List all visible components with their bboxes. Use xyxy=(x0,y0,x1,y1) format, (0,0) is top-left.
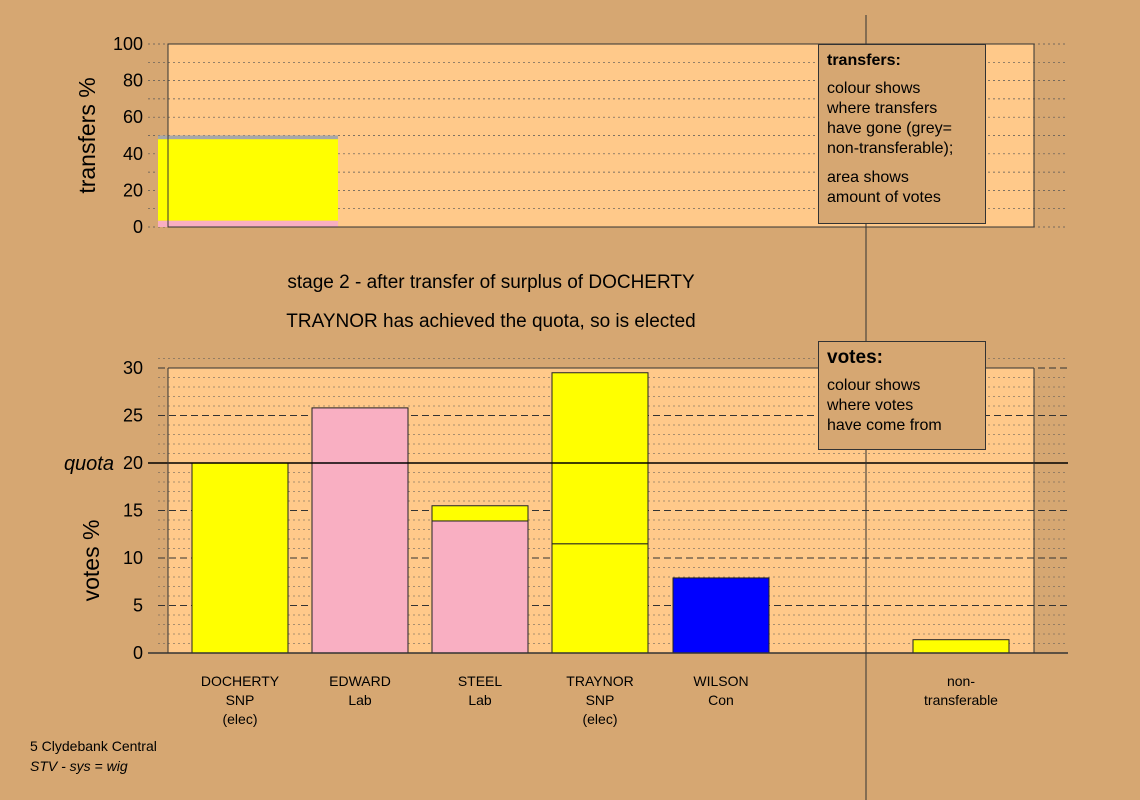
transfer-bar-segment xyxy=(158,135,338,140)
y-tick-label: 80 xyxy=(123,71,143,91)
category-label-line: (elec) xyxy=(222,711,258,727)
y-axis-label: votes % xyxy=(78,520,104,602)
y-tick-label: 40 xyxy=(123,144,143,164)
system-note: STV - sys = wig xyxy=(30,758,128,774)
plot-frame xyxy=(167,43,1035,228)
category-label: non-transferable xyxy=(901,672,1021,710)
category-label: WILSON Con xyxy=(661,672,781,710)
vote-bar-segment xyxy=(551,372,649,545)
transfers-legend-line: area shows xyxy=(827,169,909,186)
category-label-line: Lab xyxy=(468,692,492,708)
transfer-bar-segment xyxy=(158,220,338,227)
category-label-line: (elec) xyxy=(582,711,618,727)
y-tick-label: 20 xyxy=(123,453,143,473)
category-label-line: Con xyxy=(708,692,734,708)
category-label: EDWARD Lab xyxy=(300,672,420,710)
vote-bar-segment xyxy=(551,543,649,654)
category-label-line: non- xyxy=(946,673,976,689)
vote-bar-segment xyxy=(912,639,1010,654)
y-tick-label: 25 xyxy=(123,406,143,426)
vote-bar-segment xyxy=(672,577,770,654)
constituency-name: 5 Clydebank Central xyxy=(30,738,157,754)
votes-legend: votes: colour shows where votes have com… xyxy=(818,341,986,450)
quota-label: quota xyxy=(64,453,114,475)
y-tick-label: 30 xyxy=(123,358,143,378)
y-tick-label: 15 xyxy=(123,501,143,521)
category-label: STEEL Lab xyxy=(420,672,540,710)
category-label-line: TRAYNOR xyxy=(566,673,634,689)
transfers-legend-title: transfers: xyxy=(827,52,901,69)
votes-legend-line: have come from xyxy=(827,417,942,434)
y-tick-label: 0 xyxy=(133,643,143,663)
category-label-line: SNP xyxy=(225,692,255,708)
transfers-legend: transfers: colour shows where transfers … xyxy=(818,44,986,224)
y-tick-label: 0 xyxy=(133,217,143,237)
y-tick-label: 5 xyxy=(133,596,143,616)
stage-title: stage 2 - after transfer of surplus of D… xyxy=(287,272,695,293)
votes-legend-line: colour shows xyxy=(827,377,921,394)
y-tick-label: 100 xyxy=(113,34,143,54)
transfer-bar-segment xyxy=(158,139,338,221)
transfers-legend-line: amount of votes xyxy=(827,189,941,206)
vote-bar-segment xyxy=(311,407,409,654)
category-label: DOCHERTY SNP (elec) xyxy=(180,672,300,729)
category-label-line: EDWARD xyxy=(329,673,391,689)
vote-bar-segment xyxy=(431,520,529,654)
category-label-line: STEEL xyxy=(457,673,503,689)
transfers-legend-line: colour shows xyxy=(827,80,921,97)
transfers-legend-line: where transfers xyxy=(827,100,938,117)
category-label-line: transferable xyxy=(924,692,998,708)
y-axis-label: transfers % xyxy=(74,77,100,193)
category-label-line: SNP xyxy=(585,692,615,708)
category-label-line: DOCHERTY xyxy=(200,673,280,689)
votes-legend-title: votes: xyxy=(827,347,883,368)
y-tick-label: 20 xyxy=(123,180,143,200)
category-label-line: WILSON xyxy=(693,673,749,689)
vote-bar-segment xyxy=(431,505,529,522)
y-tick-label: 60 xyxy=(123,107,143,127)
y-tick-label: 10 xyxy=(123,548,143,568)
transfers-legend-line: non-transferable); xyxy=(827,140,954,157)
votes-legend-line: where votes xyxy=(827,397,914,414)
stage-subtitle: TRAYNOR has achieved the quota, so is el… xyxy=(286,311,696,332)
votes-chart: 0 5 10 15 20 25 30 quota votes % xyxy=(64,358,1068,663)
vote-bar-segment xyxy=(191,462,289,654)
category-label: TRAYNOR SNP (elec) xyxy=(540,672,660,729)
transfers-legend-line: have gone (grey= xyxy=(827,120,952,137)
category-label-line: Lab xyxy=(348,692,372,708)
